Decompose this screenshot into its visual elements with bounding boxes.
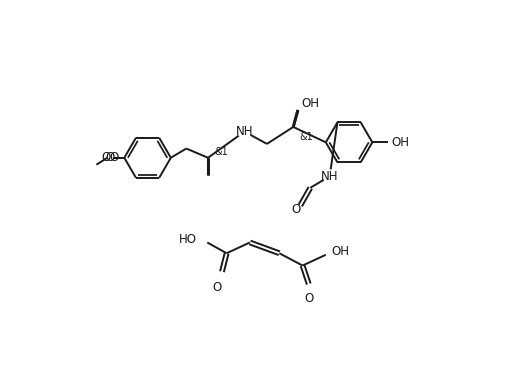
Text: NH: NH (321, 170, 338, 183)
Text: HO: HO (179, 233, 197, 246)
Text: O: O (106, 151, 115, 164)
Text: O: O (304, 292, 313, 305)
Text: &1: &1 (214, 147, 228, 157)
Text: NH: NH (236, 125, 253, 138)
Text: OH: OH (391, 136, 409, 149)
Text: O: O (213, 281, 222, 294)
Text: O: O (102, 151, 111, 164)
Text: OH: OH (301, 97, 319, 110)
Text: &1: &1 (299, 132, 313, 142)
Text: O: O (291, 203, 300, 216)
Text: OH: OH (331, 245, 349, 258)
Text: O: O (109, 151, 118, 164)
